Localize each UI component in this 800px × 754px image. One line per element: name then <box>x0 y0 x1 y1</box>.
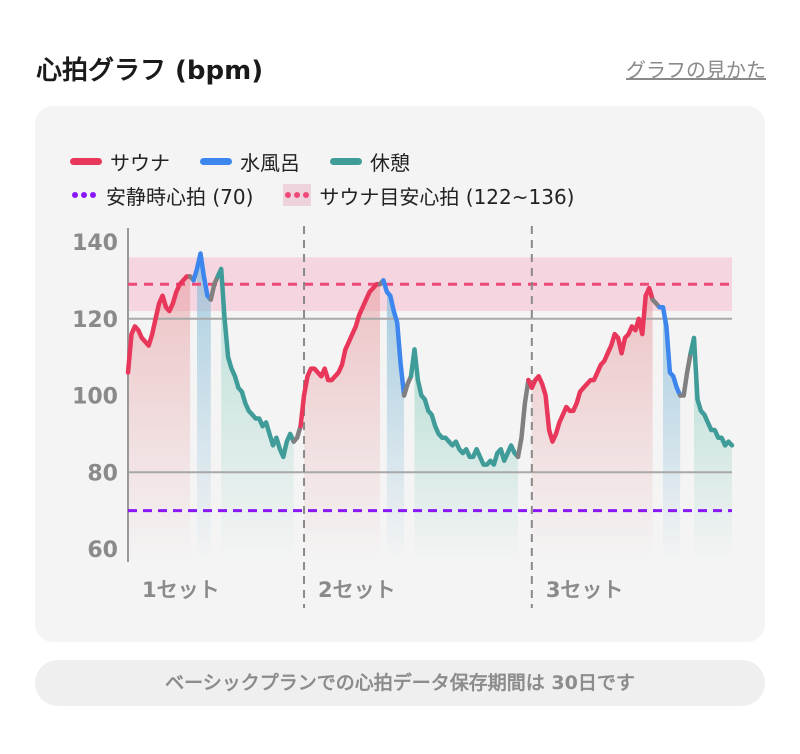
sauna-series-line <box>125 274 193 375</box>
rest-series-line <box>408 347 521 467</box>
legend-resting-hr-label: 安静時心拍 (70) <box>106 184 254 209</box>
cold_bath-series-line <box>657 304 683 398</box>
y-tick-label: 140 <box>72 231 118 256</box>
set-label: 2セット <box>318 578 396 602</box>
cold_bath-series-line <box>381 278 407 398</box>
sauna-area-fill <box>531 288 653 562</box>
rest-area-fill <box>414 349 519 562</box>
transition-series-line <box>208 274 220 302</box>
sauna-area-fill <box>128 276 191 562</box>
legend-sauna-label: サウナ <box>110 150 170 175</box>
graph-help-link[interactable]: グラフの見かた <box>626 58 766 82</box>
resting-hr-swatch <box>70 184 98 206</box>
cold_bath-area-fill <box>662 307 681 562</box>
y-tick-label: 120 <box>72 308 118 333</box>
legend-rest: 休憩 <box>330 147 410 176</box>
cold_bath-series-line <box>191 251 214 302</box>
set-label: 3セット <box>546 578 624 602</box>
sauna-area-fill <box>304 284 380 562</box>
legend-rest-label: 休憩 <box>370 150 410 175</box>
rest-series-line <box>215 266 296 460</box>
cold-bath-swatch <box>200 157 232 165</box>
set-label: 1セット <box>142 578 220 602</box>
legend-cold-bath: 水風呂 <box>200 147 300 176</box>
y-tick-label: 60 <box>87 538 118 563</box>
legend-sauna-target: サウナ目安心拍 (122~136) <box>283 181 575 210</box>
cold_bath-area-fill <box>386 291 405 562</box>
storage-notice: ベーシックプランでの心拍データ保存期間は 30日です <box>35 660 765 706</box>
legend-cold-bath-label: 水風呂 <box>240 150 300 175</box>
rest-area-fill <box>221 268 294 562</box>
rest-series-line <box>688 335 735 448</box>
y-tick-label: 100 <box>72 385 118 410</box>
transition-series-line <box>291 423 303 444</box>
legend: サウナ 水風呂 休憩 安静時心拍 (70) サウナ目安心拍 (122~136) <box>70 144 605 212</box>
cold_bath-area-fill <box>197 253 211 562</box>
rest-swatch <box>330 157 362 165</box>
page-title: 心拍グラフ (bpm) <box>36 56 264 86</box>
transition-series-line <box>515 377 531 460</box>
transition-series-line <box>401 374 414 398</box>
legend-resting-hr: 安静時心拍 (70) <box>70 181 253 210</box>
legend-sauna: サウナ <box>70 147 170 176</box>
rest-area-fill <box>694 337 732 562</box>
sauna-swatch <box>70 157 102 165</box>
sauna-series-line <box>526 285 655 444</box>
legend-sauna-target-label: サウナ目安心拍 (122~136) <box>319 184 575 209</box>
y-tick-label: 80 <box>87 461 118 486</box>
sauna-target-swatch <box>283 184 312 206</box>
transition-series-line <box>677 351 693 398</box>
sauna-series-line <box>298 281 383 429</box>
